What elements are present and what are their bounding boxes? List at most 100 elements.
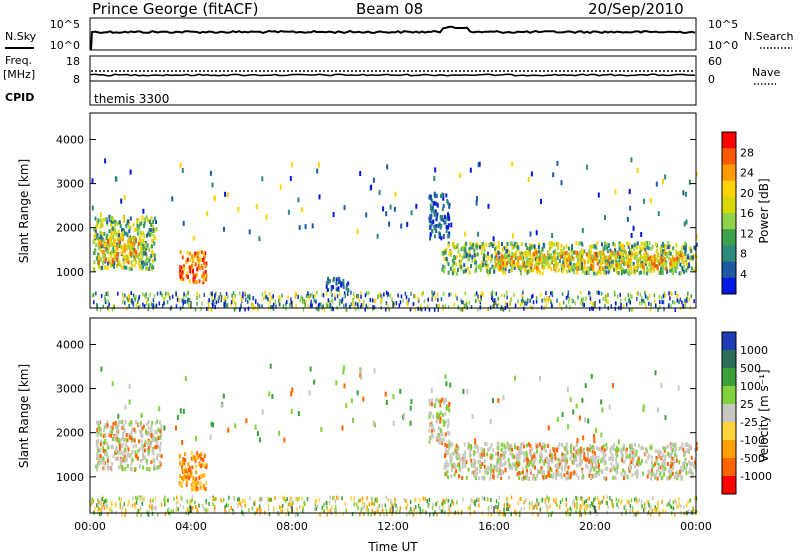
data-cell [194, 485, 197, 490]
data-cell [535, 230, 538, 236]
data-cell [105, 247, 108, 251]
data-cell [111, 444, 114, 449]
data-cell [97, 237, 100, 242]
data-cell [494, 451, 497, 456]
data-cell [443, 269, 446, 274]
data-cell [199, 464, 202, 469]
data-cell [659, 271, 662, 275]
data-cell [190, 472, 193, 477]
data-cell [279, 509, 282, 514]
data-cell [450, 503, 452, 508]
data-cell [248, 294, 251, 299]
data-cell [634, 265, 637, 270]
data-cell [345, 303, 347, 308]
data-cell [125, 265, 128, 270]
data-cell [515, 250, 518, 255]
data-cell [450, 456, 453, 461]
data-cell [148, 504, 151, 509]
data-cell [148, 258, 151, 263]
data-cell [580, 300, 582, 305]
data-cell [164, 502, 166, 507]
data-cell [204, 251, 207, 256]
data-cell [150, 460, 153, 465]
data-cell [114, 421, 117, 425]
data-cell [398, 303, 401, 308]
data-cell [596, 241, 599, 246]
data-cell [678, 256, 681, 260]
data-cell [497, 446, 500, 451]
data-cell [629, 448, 632, 453]
data-cell [547, 253, 550, 258]
data-cell [114, 219, 117, 224]
data-cell [580, 496, 582, 501]
data-cell [504, 267, 507, 272]
data-cell [104, 265, 107, 270]
data-cell [606, 466, 609, 471]
data-cell [173, 496, 175, 501]
data-cell [99, 307, 102, 312]
data-cell [575, 472, 578, 477]
data-cell [591, 449, 594, 454]
data-cell [537, 444, 540, 449]
data-cell [559, 500, 562, 505]
data-cell [155, 303, 158, 308]
data-cell [456, 453, 459, 458]
data-cell [147, 442, 150, 447]
data-cell [684, 303, 686, 308]
data-cell [127, 502, 129, 507]
data-cell [432, 414, 435, 419]
data-cell [617, 447, 620, 452]
data-cell [660, 382, 663, 388]
data-cell [476, 252, 479, 257]
data-cell [202, 271, 205, 276]
data-cell [589, 300, 592, 305]
data-cell [630, 255, 633, 259]
data-cell [496, 474, 499, 479]
data-cell [186, 257, 189, 262]
data-cell [565, 261, 568, 266]
data-cell [577, 295, 579, 300]
data-cell [541, 257, 544, 262]
data-cell [239, 291, 241, 296]
data-cell [441, 441, 444, 445]
data-cell [376, 496, 378, 501]
data-cell [122, 260, 125, 265]
data-cell [135, 443, 138, 448]
data-cell [137, 225, 140, 230]
data-cell [96, 467, 98, 472]
data-cell [462, 460, 465, 465]
data-cell [668, 501, 670, 506]
data-cell [399, 506, 401, 511]
data-cell [615, 461, 618, 466]
data-cell [165, 291, 167, 296]
data-cell [657, 467, 660, 472]
data-cell [102, 240, 105, 245]
data-cell [609, 248, 612, 253]
data-cell [651, 244, 654, 249]
data-cell [674, 260, 677, 265]
data-cell [508, 475, 510, 480]
data-cell [119, 263, 122, 268]
data-cell [274, 299, 277, 304]
data-cell [332, 307, 334, 312]
data-cell [404, 291, 407, 296]
data-cell [196, 252, 198, 257]
data-cell [302, 508, 304, 513]
colorbar-segment [722, 458, 736, 477]
data-cell [695, 242, 698, 247]
data-cell [657, 449, 660, 454]
data-cell [529, 231, 532, 237]
data-cell [578, 415, 581, 421]
data-cell [106, 463, 109, 468]
data-cell [152, 228, 155, 233]
data-cell [587, 266, 590, 271]
data-cell [438, 304, 440, 309]
data-cell [164, 295, 167, 300]
data-cell [476, 291, 478, 296]
data-cell [356, 301, 358, 306]
data-cell [311, 223, 314, 229]
data-cell [526, 461, 529, 466]
data-cell [447, 498, 450, 503]
data-cell [663, 446, 666, 451]
data-cell [464, 291, 467, 296]
